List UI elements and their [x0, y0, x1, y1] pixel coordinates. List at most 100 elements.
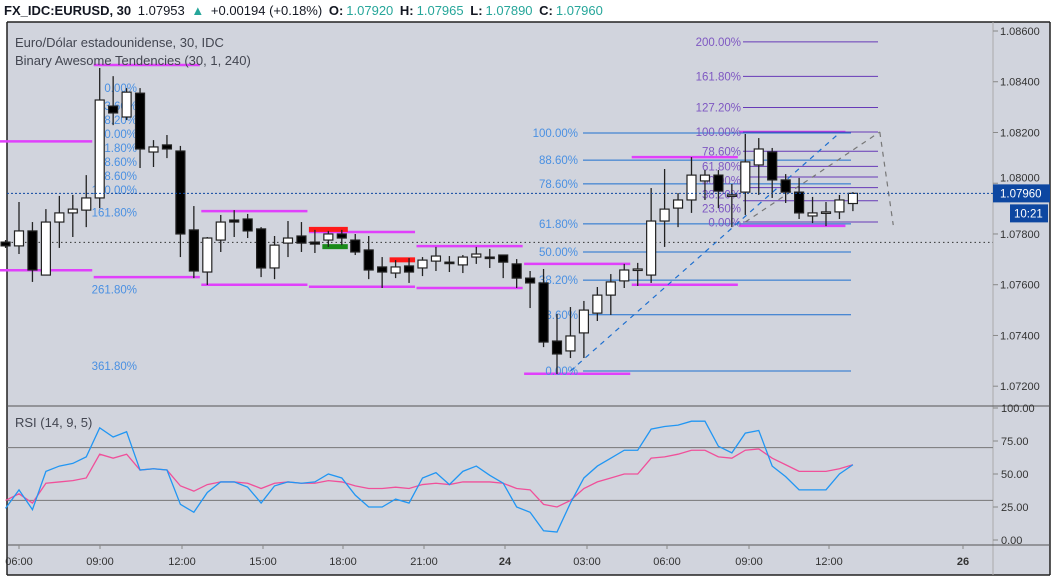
symbol-name[interactable]: FX_IDC:EURUSD, 30	[4, 3, 132, 18]
fib-left-level-label: 0.00%	[104, 83, 137, 95]
candle-down[interactable]	[377, 266, 388, 273]
candle-up[interactable]	[40, 221, 52, 276]
fib-right-level-label: 23.60%	[702, 203, 741, 215]
candle-up[interactable]	[54, 212, 65, 223]
rsi-axis-label: 50.00	[1001, 469, 1029, 481]
candle-up[interactable]	[686, 174, 697, 201]
last-price: 1.07953	[137, 3, 185, 18]
candle-down[interactable]	[229, 219, 240, 223]
time-axis-label[interactable]: 06:00	[5, 556, 33, 568]
time-axis-label[interactable]: 12:00	[815, 556, 843, 568]
candle-up[interactable]	[94, 99, 105, 199]
candle-down[interactable]	[498, 254, 509, 263]
candle-up[interactable]	[820, 211, 832, 214]
close-value: 1.07960	[555, 3, 603, 18]
candle-up[interactable]	[390, 266, 401, 274]
dashed-trendline[interactable]	[744, 131, 881, 223]
time-axis-label[interactable]: 24	[499, 556, 512, 568]
time-axis-label[interactable]: 18:00	[329, 556, 357, 568]
fib-middle-level-label: 38.20%	[539, 275, 578, 287]
candle-down[interactable]	[108, 105, 119, 114]
time-axis-label[interactable]: 06:00	[653, 556, 681, 568]
candle-up[interactable]	[471, 253, 482, 258]
candle-up[interactable]	[619, 269, 630, 282]
candle-down[interactable]	[256, 228, 267, 269]
time-axis-label[interactable]: 09:00	[86, 556, 114, 568]
candle-down[interactable]	[363, 249, 374, 271]
candle-down[interactable]	[524, 277, 536, 284]
time-axis-label[interactable]: 12:00	[168, 556, 196, 568]
close-label: C:	[539, 3, 553, 18]
candle-down[interactable]	[134, 92, 146, 150]
candle-down[interactable]	[242, 218, 253, 232]
candle-up[interactable]	[753, 148, 764, 166]
candle-down[interactable]	[161, 144, 173, 150]
candle-up[interactable]	[269, 244, 280, 269]
candle-down[interactable]	[444, 261, 455, 265]
candle-up[interactable]	[699, 174, 711, 182]
rsi-legend[interactable]: RSI (14, 9, 5)	[15, 415, 93, 430]
candle-down[interactable]	[713, 174, 724, 192]
candle-up[interactable]	[807, 212, 818, 217]
rsi-axis-label: 100.00	[1001, 403, 1035, 415]
tendency-marker	[322, 244, 348, 250]
candle-down[interactable]	[336, 233, 347, 239]
time-axis-label[interactable]: 15:00	[249, 556, 277, 568]
candle-up[interactable]	[740, 161, 751, 193]
candle-up[interactable]	[632, 268, 643, 272]
candle-up[interactable]	[81, 197, 92, 211]
candle-up[interactable]	[726, 194, 737, 197]
candle-up[interactable]	[67, 208, 78, 214]
price-axis-label: 1.08400	[1000, 77, 1040, 89]
candle-up[interactable]	[202, 237, 213, 273]
candle-down[interactable]	[296, 235, 307, 244]
candle-down[interactable]	[350, 239, 361, 253]
fib-right-level-label: 161.80%	[696, 71, 741, 83]
candle-up[interactable]	[148, 146, 159, 153]
time-axis-label[interactable]: 03:00	[573, 556, 601, 568]
candle-up[interactable]	[121, 91, 132, 118]
candle-up[interactable]	[13, 230, 25, 247]
time-axis-label[interactable]: 21:00	[410, 556, 438, 568]
fib-left-level-label: 161.80%	[92, 207, 137, 219]
candle-down[interactable]	[403, 265, 415, 273]
candle-down[interactable]	[0, 241, 11, 247]
candle-up[interactable]	[646, 220, 657, 276]
series-legend-title[interactable]: Euro/Dólar estadounidense, 30, IDC	[15, 35, 224, 50]
candle-up[interactable]	[282, 237, 294, 244]
candle-up[interactable]	[672, 199, 684, 209]
candle-up[interactable]	[847, 192, 859, 205]
indicator-legend[interactable]: Binary Awesome Tendencies (30, 1, 240)	[15, 53, 251, 68]
candle-up[interactable]	[659, 208, 670, 222]
candle-down[interactable]	[793, 191, 805, 214]
candle-down[interactable]	[484, 256, 495, 260]
candle-down[interactable]	[538, 282, 549, 343]
candle-down[interactable]	[175, 150, 186, 235]
candle-down[interactable]	[511, 263, 522, 279]
candle-up[interactable]	[578, 309, 590, 334]
candle-down[interactable]	[309, 241, 320, 245]
candle-down[interactable]	[188, 229, 199, 272]
candle-down[interactable]	[767, 151, 778, 181]
candle-up[interactable]	[565, 335, 576, 352]
candle-up[interactable]	[417, 259, 428, 269]
candle-up[interactable]	[215, 221, 226, 241]
time-axis-label[interactable]: 26	[957, 556, 969, 568]
rsi-axis-label: 0.00	[1001, 535, 1022, 547]
open-label: O:	[328, 3, 344, 18]
high-value: 1.07965	[416, 3, 464, 18]
candle-down[interactable]	[27, 230, 38, 271]
candle-up[interactable]	[323, 233, 334, 241]
candle-up[interactable]	[430, 255, 442, 262]
up-triangle-icon: ▲	[191, 3, 205, 18]
candle-up[interactable]	[605, 281, 616, 296]
candle-up[interactable]	[457, 256, 468, 266]
candle-up[interactable]	[834, 199, 845, 213]
candle-up[interactable]	[592, 294, 603, 314]
tendency-marker	[389, 257, 416, 263]
candle-down[interactable]	[551, 340, 563, 355]
price-axis-label: 1.07800	[1000, 229, 1040, 241]
candle-down[interactable]	[780, 179, 791, 193]
time-axis-label[interactable]: 09:00	[735, 556, 763, 568]
